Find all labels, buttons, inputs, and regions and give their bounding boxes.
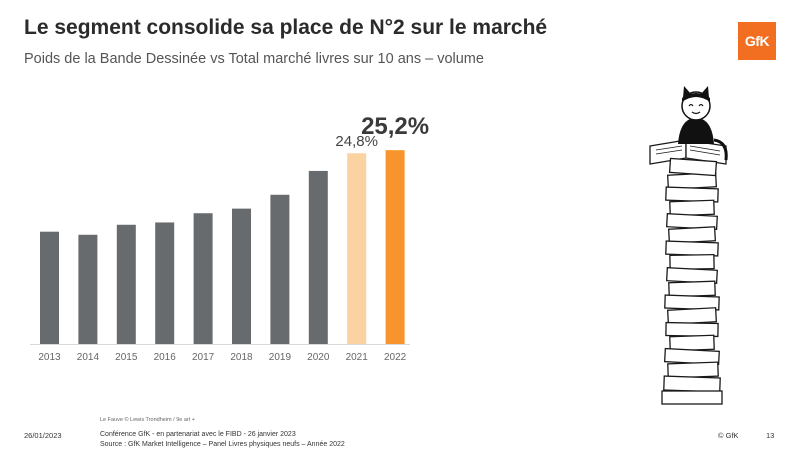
footer-conference: Conférence GfK - en partenariat avec le … — [100, 431, 296, 438]
bar-chart: 2013 2014 2015 2016 2017 2018 2019 2020 2021 24,8… — [30, 113, 429, 363]
bar-2016 — [155, 222, 175, 344]
bar-2022 — [385, 150, 405, 344]
bar-2017 — [193, 213, 213, 344]
x-tick-label-2013: 2013 — [38, 352, 61, 363]
x-tick-label-2014: 2014 — [77, 352, 100, 363]
x-tick-label-2021: 2021 — [346, 352, 369, 363]
bar-2013 — [40, 231, 59, 344]
gfk-logo: GfK — [738, 22, 776, 60]
x-tick-label-2015: 2015 — [115, 352, 138, 363]
bar-2021 — [347, 153, 367, 344]
x-tick-label-2020: 2020 — [307, 352, 330, 363]
data-label-2021: 24,8% — [335, 133, 378, 150]
footer-source: Source : GfK Market Intelligence – Panel… — [100, 441, 345, 448]
x-tick-label-2016: 2016 — [154, 352, 177, 363]
x-tick-label-2017: 2017 — [192, 352, 215, 363]
x-tick-label-2018: 2018 — [230, 352, 253, 363]
footer-credit: Le Fauve © Lewis Trondheim / 9e art + — [100, 417, 196, 423]
footer-copyright: © GfK — [718, 431, 739, 440]
bar-2019 — [270, 194, 290, 344]
footer-date: 26/01/2023 — [24, 431, 62, 440]
data-label-2022: 25,2% — [361, 113, 429, 140]
slide-title: Le segment consolide sa place de N°2 sur… — [24, 16, 548, 39]
cat-on-book-stack-illustration — [649, 86, 728, 405]
bar-2014 — [78, 234, 98, 344]
bar-2020 — [308, 170, 328, 344]
x-tick-label-2022: 2022 — [384, 352, 407, 363]
slide-subtitle: Poids de la Bande Dessinée vs Total marc… — [24, 51, 484, 67]
bar-2018 — [232, 208, 251, 344]
x-tick-label-2019: 2019 — [269, 352, 292, 363]
bar-2015 — [116, 224, 136, 344]
page-number: 13 — [766, 431, 775, 440]
